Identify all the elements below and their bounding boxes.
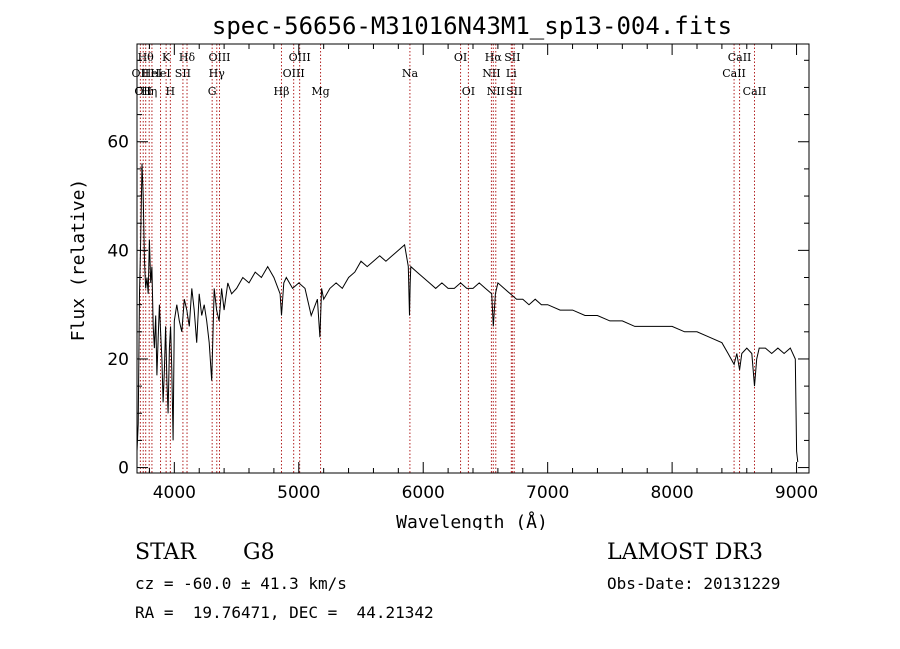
plot-frame — [136, 43, 810, 474]
line-label-CaII: CaII — [722, 67, 746, 80]
survey-name: LAMOST DR3 — [607, 540, 763, 565]
line-label-CaII: CaII — [728, 51, 752, 64]
line-label-HeI: HeI — [142, 67, 162, 80]
line-label-SII: SII — [504, 51, 520, 64]
x-tick-label: 7000 — [526, 483, 569, 503]
line-label-Hη: Hη — [141, 85, 157, 98]
line-label-OII: OII — [132, 67, 150, 80]
line-label-Hθ: Hθ — [138, 51, 155, 64]
axis-ticks — [137, 44, 809, 473]
line-label-Hδ: Hδ — [179, 51, 196, 64]
object-subclass: G8 — [243, 540, 275, 565]
line-label-Mg: Mg — [311, 85, 329, 98]
y-tick-label: 60 — [107, 133, 129, 153]
line-label-NII: NII — [487, 85, 505, 98]
coordinates: RA = 19.76471, DEC = 44.21342 — [135, 603, 434, 622]
line-label-G: G — [208, 85, 217, 98]
line-label-Hα: Hα — [485, 51, 503, 64]
line-label-H: H — [166, 85, 176, 98]
line-label-OI: OI — [462, 85, 475, 98]
line-label-K: K — [162, 51, 171, 64]
line-label-SII: SII — [175, 67, 191, 80]
x-tick-labels: 4000 5000 6000 7000 8000 9000 — [153, 483, 818, 503]
redshift-readout: cz = -60.0 ± 41.3 km/s — [135, 574, 347, 593]
x-tick-label: 8000 — [650, 483, 693, 503]
line-label-Na: Na — [402, 67, 419, 80]
x-tick-label: 5000 — [277, 483, 320, 503]
y-tick-label: 0 — [118, 459, 129, 479]
object-class: STAR — [135, 540, 196, 565]
line-label-OIII: OIII — [283, 67, 305, 80]
emission-line-labels: OIIOIIHθHηHeIHeIKHSIIHδGHγOIIIHβOIIIOIII… — [132, 51, 767, 98]
y-tick-labels: 0 20 40 60 — [107, 133, 129, 479]
line-label-CaII: CaII — [743, 85, 767, 98]
emission-line-markers — [139, 44, 755, 473]
y-tick-label: 40 — [107, 241, 129, 261]
obs-date: Obs-Date: 20131229 — [607, 574, 781, 593]
line-label-SII: SII — [506, 85, 522, 98]
line-label-Hβ: Hβ — [274, 85, 290, 98]
y-axis-label: Flux (relative) — [68, 179, 89, 342]
flux-series-line — [136, 163, 799, 463]
chart-title: spec-56656-M31016N43M1_sp13-004.fits — [212, 12, 732, 40]
line-label-NII: NII — [482, 67, 500, 80]
line-label-OIII: OIII — [208, 51, 230, 64]
line-label-OIII: OIII — [289, 51, 311, 64]
x-axis-label: Wavelength (Å) — [396, 511, 548, 530]
x-tick-label: 6000 — [402, 483, 445, 503]
x-tick-label: 9000 — [775, 483, 818, 503]
x-tick-label: 4000 — [153, 483, 196, 503]
y-tick-label: 20 — [107, 350, 129, 370]
line-label-OI: OI — [454, 51, 467, 64]
spectrum-chart: spec-56656-M31016N43M1_sp13-004.fits 400… — [68, 12, 818, 530]
line-label-OII: OII — [134, 85, 152, 98]
line-label-HeI: HeI — [150, 67, 170, 80]
line-label-Li: Li — [506, 67, 517, 80]
line-label-Hγ: Hγ — [209, 67, 226, 80]
